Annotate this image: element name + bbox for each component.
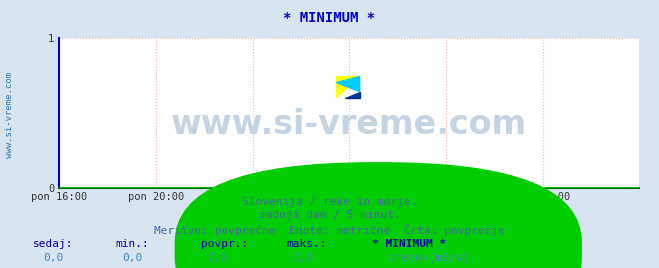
Polygon shape	[345, 92, 360, 98]
Polygon shape	[337, 77, 360, 98]
Text: www.si-vreme.com: www.si-vreme.com	[5, 72, 14, 158]
Text: 0,0: 0,0	[293, 253, 314, 263]
Text: 0,0: 0,0	[43, 253, 63, 263]
Text: sedaj:: sedaj:	[33, 239, 73, 249]
Text: maks.:: maks.:	[287, 239, 327, 249]
Text: * MINIMUM *: * MINIMUM *	[372, 239, 447, 249]
Text: Meritve: povprečne  Enote: metrične  Črta: povprečje: Meritve: povprečne Enote: metrične Črta:…	[154, 224, 505, 236]
Text: min.:: min.:	[115, 239, 149, 249]
Text: pretok[m3/s]: pretok[m3/s]	[388, 253, 469, 263]
Text: 0,0: 0,0	[208, 253, 228, 263]
Polygon shape	[337, 77, 360, 92]
Text: 0,0: 0,0	[122, 253, 142, 263]
Text: Slovenija / reke in morje.: Slovenija / reke in morje.	[242, 197, 417, 207]
Text: povpr.:: povpr.:	[201, 239, 248, 249]
Text: www.si-vreme.com: www.si-vreme.com	[171, 108, 527, 141]
Text: * MINIMUM *: * MINIMUM *	[283, 11, 376, 25]
Text: zadnji dan / 5 minut.: zadnji dan / 5 minut.	[258, 210, 401, 220]
